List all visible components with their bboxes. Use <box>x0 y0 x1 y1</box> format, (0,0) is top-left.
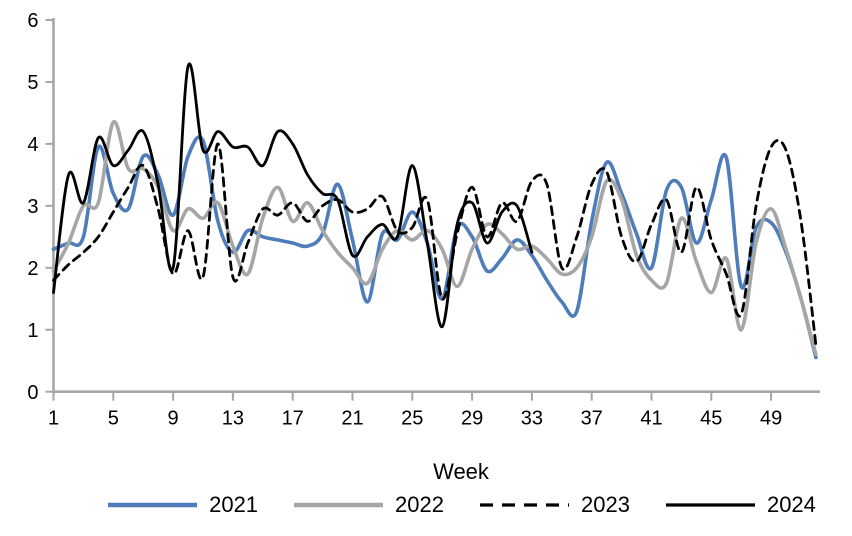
legend-item-2022: 2022 <box>292 492 444 518</box>
legend-label: 2022 <box>395 492 444 517</box>
legend: 2021 2022 2023 2024 <box>70 492 852 518</box>
y-tick-label: 6 <box>27 10 38 32</box>
x-tick-label: 37 <box>581 408 603 430</box>
legend-label: 2021 <box>209 492 259 517</box>
y-tick-label: 1 <box>27 320 38 342</box>
x-tick-label: 33 <box>521 408 543 430</box>
legend-line-sample-dashed-black <box>480 503 569 507</box>
x-tick-label: 17 <box>282 408 304 430</box>
x-tick-label: 1 <box>48 408 59 430</box>
x-tick-label: 49 <box>760 408 782 430</box>
legend-item-2024: 2024 <box>664 492 816 518</box>
legend-line-sample-solid-black <box>665 503 755 507</box>
series-line-2023 <box>52 139 818 347</box>
y-tick-label: 0 <box>27 382 38 404</box>
x-tick-label: 29 <box>461 408 483 430</box>
legend-label: 2024 <box>766 492 816 517</box>
x-tick-label: 45 <box>700 408 722 430</box>
x-axis-title: Week <box>433 459 489 484</box>
x-tick-label: 13 <box>222 408 244 430</box>
legend-item-2021: 2021 <box>106 492 258 518</box>
legend-item-2023: 2023 <box>478 492 630 518</box>
y-tick-label: 2 <box>27 258 38 280</box>
legend-line-sample-solid-blue <box>108 502 198 508</box>
series-line-2024 <box>52 62 534 329</box>
x-tick-label: 41 <box>640 408 662 430</box>
y-tick-label: 4 <box>27 134 38 156</box>
y-tick-label: 3 <box>27 196 38 218</box>
x-tick-label: 9 <box>168 408 179 430</box>
legend-line-sample-solid-gray <box>294 502 384 508</box>
x-tick-label: 25 <box>401 408 423 430</box>
legend-label: 2023 <box>581 492 630 517</box>
series-line-2022 <box>51 120 818 357</box>
x-tick-label: 21 <box>341 408 363 430</box>
series-line-2021 <box>51 135 818 360</box>
y-tick-label: 5 <box>27 72 38 94</box>
x-tick-label: 5 <box>108 408 119 430</box>
